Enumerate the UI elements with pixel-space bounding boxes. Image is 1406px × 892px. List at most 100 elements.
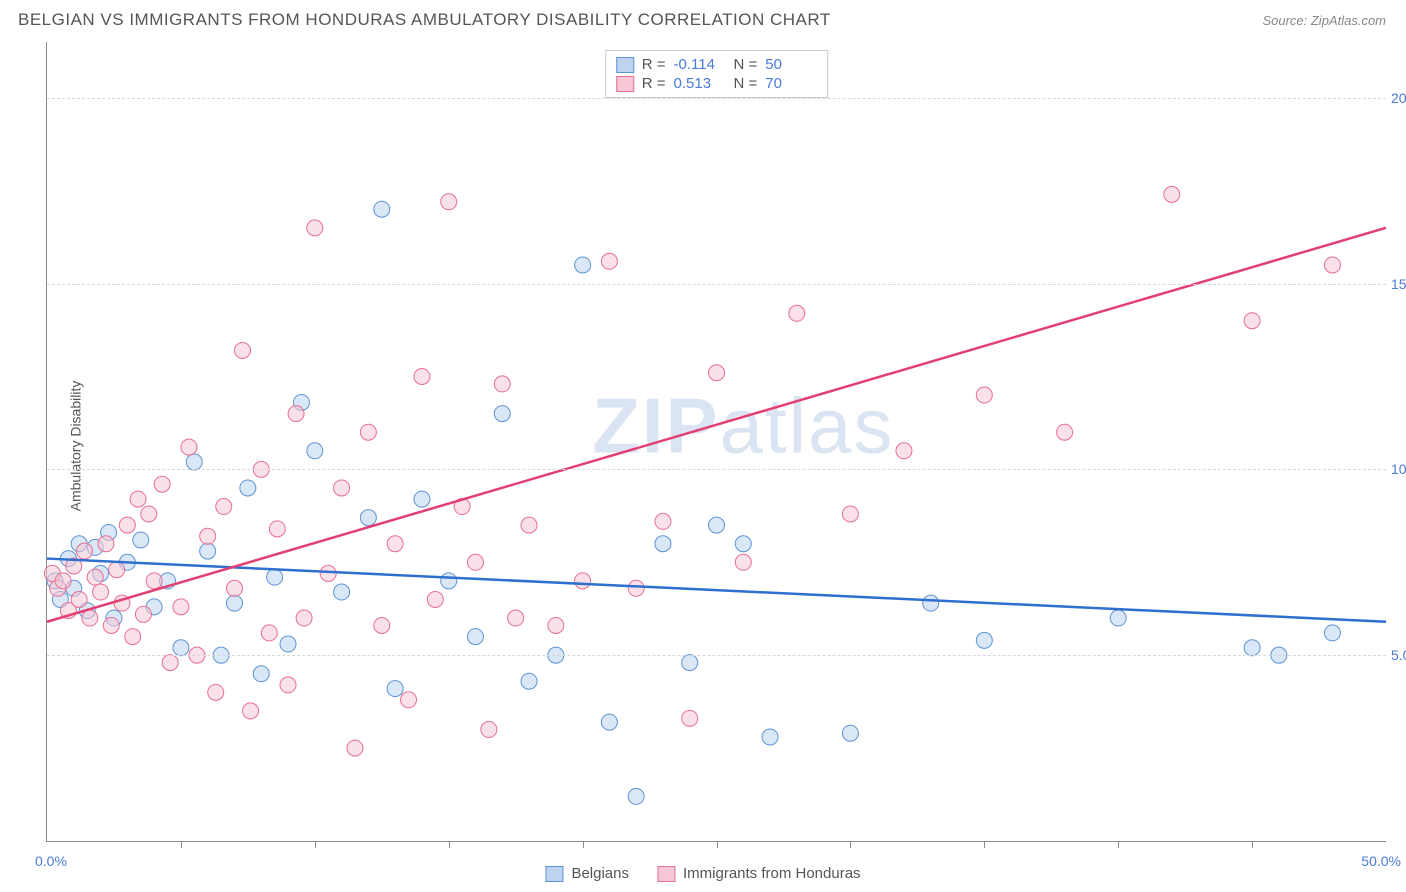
data-point xyxy=(575,257,591,273)
data-point xyxy=(601,253,617,269)
data-point xyxy=(427,591,443,607)
data-point xyxy=(923,595,939,611)
data-point xyxy=(154,476,170,492)
data-point xyxy=(162,655,178,671)
data-point xyxy=(709,517,725,533)
data-point xyxy=(135,606,151,622)
data-point xyxy=(334,480,350,496)
data-point xyxy=(240,480,256,496)
data-point xyxy=(360,424,376,440)
xtick xyxy=(449,841,450,848)
xtick xyxy=(315,841,316,848)
plot-area: ZIPatlas R = -0.114 N = 50 R = 0.513 N =… xyxy=(46,42,1386,842)
data-point xyxy=(842,725,858,741)
gridline-h xyxy=(47,655,1386,656)
n-value-1: 50 xyxy=(765,56,817,73)
data-point xyxy=(655,536,671,552)
n-label: N = xyxy=(734,75,758,92)
data-point xyxy=(200,528,216,544)
x-origin-label: 0.0% xyxy=(35,853,67,869)
data-point xyxy=(481,722,497,738)
chart-title: BELGIAN VS IMMIGRANTS FROM HONDURAS AMBU… xyxy=(18,10,831,30)
data-point xyxy=(628,788,644,804)
data-point xyxy=(296,610,312,626)
plot-svg xyxy=(47,42,1386,841)
legend-swatch-2 xyxy=(657,866,675,882)
data-point xyxy=(682,710,698,726)
data-point xyxy=(125,629,141,645)
data-point xyxy=(98,536,114,552)
xtick xyxy=(1252,841,1253,848)
data-point xyxy=(521,517,537,533)
data-point xyxy=(896,443,912,459)
xtick xyxy=(181,841,182,848)
stats-row-1: R = -0.114 N = 50 xyxy=(616,55,818,74)
data-point xyxy=(87,569,103,585)
gridline-h xyxy=(47,469,1386,470)
data-point xyxy=(119,517,135,533)
data-point xyxy=(387,681,403,697)
data-point xyxy=(842,506,858,522)
data-point xyxy=(1244,313,1260,329)
swatch-series-1 xyxy=(616,57,634,73)
data-point xyxy=(109,562,125,578)
data-point xyxy=(735,536,751,552)
xtick xyxy=(850,841,851,848)
legend-label-1: Belgians xyxy=(571,865,629,882)
data-point xyxy=(234,342,250,358)
legend-label-2: Immigrants from Honduras xyxy=(683,865,861,882)
source-label: Source: ZipAtlas.com xyxy=(1262,13,1386,28)
gridline-h xyxy=(47,284,1386,285)
data-point xyxy=(253,666,269,682)
r-value-2: 0.513 xyxy=(674,75,726,92)
data-point xyxy=(280,636,296,652)
data-point xyxy=(267,569,283,585)
x-max-label: 50.0% xyxy=(1361,853,1401,869)
data-point xyxy=(548,617,564,633)
data-point xyxy=(186,454,202,470)
n-label: N = xyxy=(734,56,758,73)
gridline-h xyxy=(47,98,1386,99)
data-point xyxy=(208,684,224,700)
data-point xyxy=(374,617,390,633)
data-point xyxy=(401,692,417,708)
data-point xyxy=(601,714,617,730)
data-point xyxy=(1324,257,1340,273)
data-point xyxy=(226,580,242,596)
xtick xyxy=(984,841,985,848)
r-value-1: -0.114 xyxy=(674,56,726,73)
data-point xyxy=(414,368,430,384)
r-label: R = xyxy=(642,75,666,92)
data-point xyxy=(334,584,350,600)
ytick-label: 10.0% xyxy=(1391,461,1406,477)
data-point xyxy=(1057,424,1073,440)
data-point xyxy=(976,632,992,648)
data-point xyxy=(269,521,285,537)
data-point xyxy=(133,532,149,548)
data-point xyxy=(307,220,323,236)
ytick-label: 15.0% xyxy=(1391,276,1406,292)
data-point xyxy=(103,617,119,633)
data-point xyxy=(320,565,336,581)
legend-item-2: Immigrants from Honduras xyxy=(657,865,861,882)
legend-swatch-1 xyxy=(545,866,563,882)
data-point xyxy=(789,305,805,321)
data-point xyxy=(360,510,376,526)
data-point xyxy=(280,677,296,693)
data-point xyxy=(55,573,71,589)
data-point xyxy=(1110,610,1126,626)
data-point xyxy=(173,640,189,656)
data-point xyxy=(976,387,992,403)
legend-item-1: Belgians xyxy=(545,865,629,882)
data-point xyxy=(288,406,304,422)
data-point xyxy=(82,610,98,626)
ytick-label: 20.0% xyxy=(1391,90,1406,106)
data-point xyxy=(441,573,457,589)
data-point xyxy=(261,625,277,641)
data-point xyxy=(682,655,698,671)
data-point xyxy=(71,591,87,607)
data-point xyxy=(575,573,591,589)
data-point xyxy=(1244,640,1260,656)
data-point xyxy=(141,506,157,522)
trend-line xyxy=(47,559,1386,622)
